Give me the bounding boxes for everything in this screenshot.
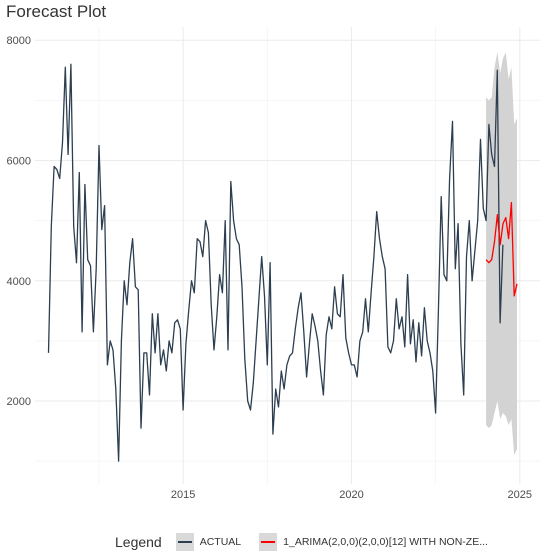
x-axis-ticks: 2015 2020 2025	[171, 489, 532, 501]
y-tick-label: 4000	[7, 276, 31, 288]
legend-key-actual	[175, 533, 194, 551]
forecast-line	[485, 201, 518, 297]
y-tick-label: 2000	[7, 396, 31, 408]
forecast-interval	[486, 52, 517, 456]
y-tick-label: 6000	[7, 155, 31, 167]
confidence-band	[486, 52, 517, 456]
x-tick-label: 2020	[339, 489, 363, 501]
actual-line	[47, 63, 504, 462]
legend: Legend ACTUAL 1_ARIMA(2,0,0)(2,0,0)[12] …	[115, 533, 506, 551]
legend-label-forecast: 1_ARIMA(2,0,0)(2,0,0)[12] WITH NON-ZE...	[283, 536, 488, 548]
chart-title: Forecast Plot	[6, 2, 107, 21]
legend-label-actual: ACTUAL	[199, 536, 242, 548]
y-axis-ticks: 2000 4000 6000 8000	[7, 35, 31, 408]
plot-panel	[35, 27, 540, 484]
x-tick-label: 2025	[508, 489, 532, 501]
legend-title: Legend	[115, 534, 162, 550]
y-tick-label: 8000	[7, 35, 31, 47]
legend-key-forecast	[259, 533, 278, 551]
x-tick-label: 2015	[171, 489, 195, 501]
series-lines	[47, 63, 518, 462]
gridlines	[35, 27, 540, 484]
